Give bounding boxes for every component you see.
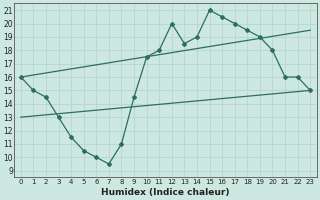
X-axis label: Humidex (Indice chaleur): Humidex (Indice chaleur) bbox=[101, 188, 230, 197]
